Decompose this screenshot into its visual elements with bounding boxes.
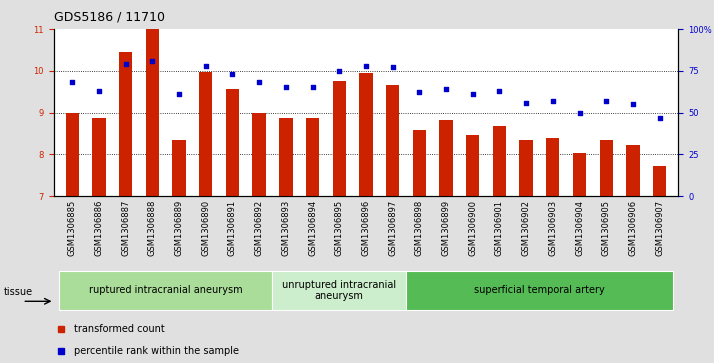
Bar [172,140,186,196]
Text: unruptured intracranial
aneurysm: unruptured intracranial aneurysm [282,280,396,301]
Text: GSM1306897: GSM1306897 [388,200,397,256]
Point [253,79,265,85]
Point [521,99,532,105]
Text: GSM1306903: GSM1306903 [548,200,558,256]
Point [307,85,318,90]
Text: percentile rank within the sample: percentile rank within the sample [74,346,238,356]
Point [227,71,238,77]
Point [441,86,452,92]
Point [333,68,345,74]
Text: GSM1306895: GSM1306895 [335,200,343,256]
Point [600,98,612,104]
Bar [253,113,266,196]
Text: GSM1306898: GSM1306898 [415,200,424,256]
Bar [546,138,560,196]
Text: GSM1306894: GSM1306894 [308,200,317,256]
Text: GSM1306889: GSM1306889 [174,200,183,256]
Text: GSM1306885: GSM1306885 [68,200,76,256]
Point [200,63,211,69]
Point [94,88,105,94]
Bar [59,271,273,310]
Bar [306,118,319,196]
Text: superficial temporal artery: superficial temporal artery [474,285,605,295]
Text: GSM1306905: GSM1306905 [602,200,610,256]
Text: GSM1306886: GSM1306886 [94,200,104,256]
Text: transformed count: transformed count [74,324,164,334]
Text: GSM1306893: GSM1306893 [281,200,291,256]
Bar [439,120,453,196]
Bar [359,73,373,196]
Text: GSM1306888: GSM1306888 [148,200,157,256]
Point [493,88,505,94]
Bar [226,89,239,196]
Text: tissue: tissue [4,287,33,297]
Bar [626,145,640,196]
Text: GSM1306887: GSM1306887 [121,200,130,256]
Point [146,58,158,64]
Text: GSM1306902: GSM1306902 [522,200,531,256]
Text: GDS5186 / 11710: GDS5186 / 11710 [54,11,164,24]
Text: GSM1306906: GSM1306906 [628,200,638,256]
Point [413,90,425,95]
Bar [413,130,426,196]
Point [66,79,78,85]
Text: GSM1306890: GSM1306890 [201,200,210,256]
Point [387,65,398,70]
Bar [573,154,586,196]
Bar [466,135,479,196]
Text: GSM1306896: GSM1306896 [361,200,371,256]
Text: GSM1306892: GSM1306892 [255,200,263,256]
Point [120,61,131,67]
Bar [146,29,159,196]
Text: GSM1306904: GSM1306904 [575,200,584,256]
Bar [119,52,132,196]
Bar [66,113,79,196]
Bar [493,126,506,196]
Point [361,63,372,69]
Bar [386,85,399,196]
Bar [279,118,293,196]
Point [280,85,291,90]
Text: GSM1306907: GSM1306907 [655,200,664,256]
Text: GSM1306891: GSM1306891 [228,200,237,256]
Point [574,110,585,115]
Point [654,115,665,121]
Point [627,101,638,107]
Text: GSM1306900: GSM1306900 [468,200,477,256]
Bar [520,140,533,196]
Bar [653,166,666,196]
Bar [333,81,346,196]
Text: ruptured intracranial aneurysm: ruptured intracranial aneurysm [89,285,243,295]
Point [467,91,478,97]
Bar [199,73,212,196]
Text: GSM1306899: GSM1306899 [441,200,451,256]
Text: GSM1306901: GSM1306901 [495,200,504,256]
Bar [92,118,106,196]
Bar [273,271,406,310]
Bar [406,271,673,310]
Point [547,98,558,104]
Point [174,91,185,97]
Bar [600,140,613,196]
